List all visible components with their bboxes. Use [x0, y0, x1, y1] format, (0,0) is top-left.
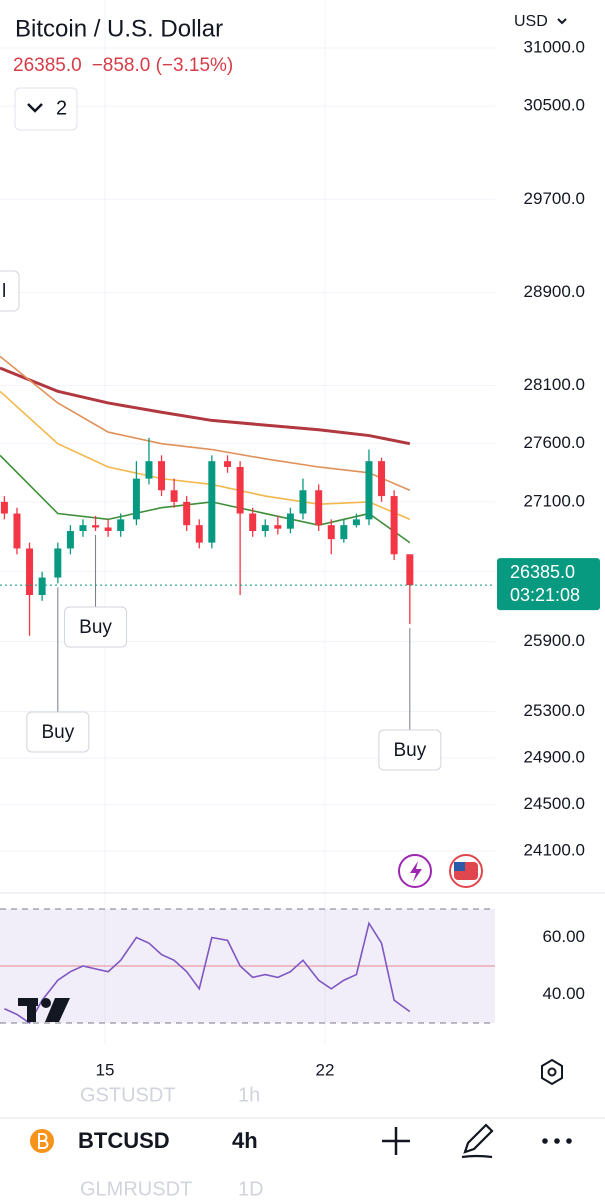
rsi-line — [4, 921, 411, 1025]
logo-part — [27, 998, 36, 1022]
candle-body — [66, 530, 74, 549]
candle-body — [236, 466, 244, 514]
logo-part — [45, 998, 70, 1022]
rsi-tick-label: 60.00 — [542, 927, 585, 946]
symbol[interactable]: BTCUSD — [78, 1128, 170, 1153]
moving-average — [0, 366, 411, 446]
currency[interactable]: USD — [514, 13, 548, 30]
indicators-button[interactable] — [14, 87, 78, 131]
y-tick-label: 31000.0 — [524, 37, 585, 56]
candle-body — [249, 513, 257, 531]
toolbar — [0, 1119, 605, 1165]
signal-label: l — [2, 281, 6, 302]
indicators-count[interactable]: 2 — [56, 97, 67, 119]
y-tick-label: 27600.0 — [524, 433, 585, 452]
settings-dot — [547, 1067, 557, 1077]
candle-body — [132, 478, 140, 520]
candle-body — [352, 519, 360, 526]
candle-body — [315, 490, 323, 526]
dot — [554, 1138, 560, 1144]
currency-chevron — [557, 18, 567, 25]
signal-box — [26, 711, 90, 753]
x-tick-label: 15 — [96, 1060, 115, 1079]
draw-icon[interactable] — [461, 1123, 494, 1159]
candle-body — [13, 513, 21, 549]
y-tick-label: 24100.0 — [524, 841, 585, 860]
y-tick-label: 29700.0 — [524, 189, 585, 208]
candle-body — [208, 461, 216, 543]
more-icon[interactable] — [542, 1138, 572, 1144]
candle-body — [299, 490, 307, 514]
faded-interval: 1h — [238, 1084, 260, 1106]
faded-symbol: GLMRUSDT — [80, 1178, 192, 1200]
signal-box — [0, 270, 20, 312]
candle-body — [38, 577, 46, 596]
last-price: 26385.0 — [13, 55, 82, 76]
moving-average — [0, 355, 411, 491]
last-price-box — [497, 558, 600, 611]
y-tick-label: 30500.0 — [524, 96, 585, 115]
last-price-label: 26385.0 — [510, 562, 575, 582]
flag-canton — [454, 862, 465, 871]
faded-symbol: GSTUSDT — [80, 1084, 176, 1106]
y-tick-label: 25300.0 — [524, 701, 585, 720]
candle-body — [340, 525, 348, 540]
y-tick-label: 27100.0 — [524, 491, 585, 510]
interval[interactable]: 4h — [232, 1128, 258, 1153]
add-icon[interactable] — [382, 1127, 410, 1155]
lightning — [410, 861, 422, 882]
candle-body — [274, 525, 282, 529]
candle-body — [183, 501, 191, 526]
price-change: 26385.0 −858.0 (−3.15%) — [13, 55, 233, 76]
candle-body — [195, 525, 203, 543]
candle-body — [26, 548, 34, 596]
candle-body — [145, 461, 153, 479]
change: −858.0 (−3.15%) — [92, 55, 234, 76]
signal-label: Buy — [41, 722, 74, 743]
logo-part — [41, 998, 51, 1008]
candle-body — [104, 527, 112, 531]
candle-body — [170, 490, 178, 502]
dot — [542, 1138, 548, 1144]
chevron — [27, 103, 43, 113]
coin-glyph — [38, 1133, 49, 1149]
signal-box — [378, 729, 442, 771]
candle-body — [117, 519, 125, 531]
rsi-tick-label: 40.00 — [542, 984, 585, 1003]
y-tick-label: 24500.0 — [524, 794, 585, 813]
candle-body — [286, 513, 294, 529]
y-tick-label: 25900.0 — [524, 631, 585, 650]
y-tick-label: 28100.0 — [524, 375, 585, 394]
y-tick-label: 28900.0 — [524, 282, 585, 301]
signal-label: Buy — [393, 740, 426, 761]
candle-body — [261, 525, 269, 531]
candle-body — [406, 554, 414, 586]
countdown: 03:21:08 — [510, 585, 580, 605]
candle-body — [0, 501, 8, 514]
candle-body — [327, 525, 335, 540]
signal-box — [64, 606, 128, 648]
candle-body — [79, 525, 87, 531]
dot — [566, 1138, 572, 1144]
candle-body — [54, 548, 62, 578]
settings-icon[interactable] — [541, 1058, 563, 1086]
candle-body — [365, 461, 373, 520]
faded-interval: 1D — [238, 1178, 264, 1200]
tv-logo — [18, 998, 70, 1022]
x-tick-label: 22 — [316, 1060, 335, 1079]
candle-body — [378, 461, 386, 497]
y-tick-label: 24900.0 — [524, 747, 585, 766]
candle-body — [224, 461, 232, 467]
candle-body — [158, 461, 166, 491]
signal-label: Buy — [79, 617, 112, 638]
candle-body — [390, 496, 398, 555]
symbol-title: Bitcoin / U.S. Dollar — [15, 15, 223, 42]
candle-body — [92, 525, 100, 528]
